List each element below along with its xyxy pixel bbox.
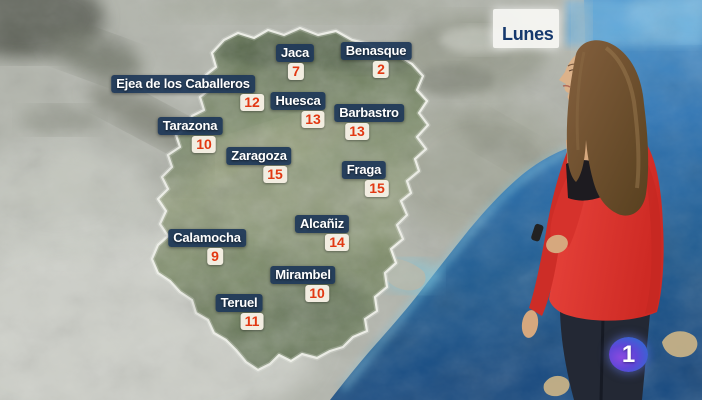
presenter-hand-remote — [546, 234, 568, 254]
presenter-hand — [521, 310, 539, 338]
island-mallorca — [662, 331, 698, 358]
tve-la1-logo-icon: 1 — [609, 337, 648, 372]
logo-digit: 1 — [621, 340, 636, 368]
day-label-text: Lunes — [502, 24, 554, 44]
remote-control — [531, 223, 544, 242]
weather-presenter — [521, 40, 664, 400]
island-ibiza — [543, 375, 570, 397]
presenter-trousers — [560, 312, 650, 400]
day-label: Lunes — [493, 9, 559, 48]
balearic-islands — [543, 331, 698, 397]
